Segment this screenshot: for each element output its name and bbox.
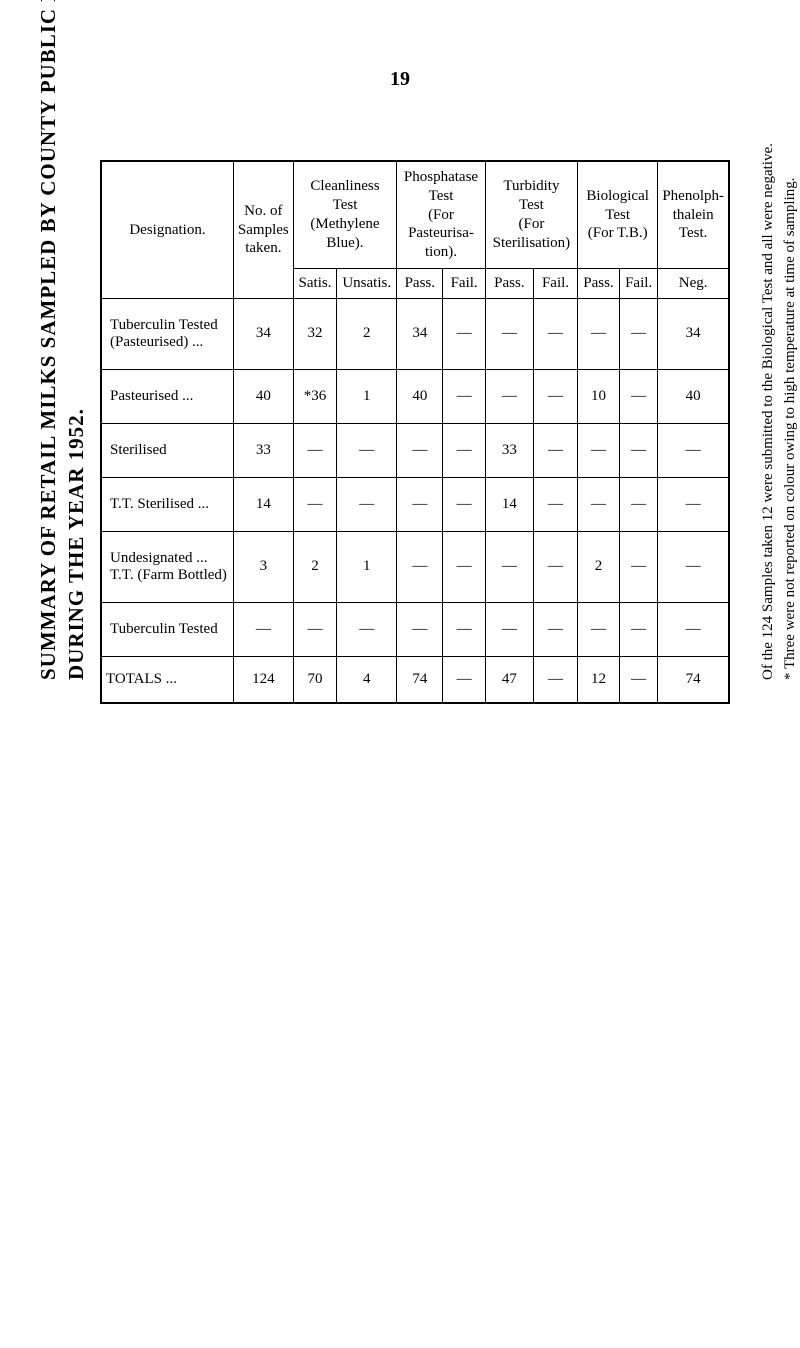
cell-satis: — [293, 602, 337, 656]
table-row: T.T. Sterilised ...14————14———— [101, 477, 729, 531]
cell-neg: — [658, 477, 729, 531]
cell-phos_fail: — [443, 602, 485, 656]
cell-bio_pass: — [578, 477, 620, 531]
cell-phos_fail: — [443, 298, 485, 369]
cell-samples: — [233, 602, 293, 656]
cell-unsatis: 1 [337, 369, 397, 423]
totals-row: TOTALS ...12470474—47—12—74 [101, 656, 729, 703]
cell-samples: 14 [233, 477, 293, 531]
cell-turb_fail: — [533, 477, 577, 531]
cell-phos_pass: — [397, 477, 443, 531]
totals-samples: 124 [233, 656, 293, 703]
cell-neg: — [658, 602, 729, 656]
footnote-2: * Three were not reported on colour owin… [782, 178, 799, 681]
cell-phos_fail: — [443, 423, 485, 477]
row-label: Tuberculin Tested [101, 602, 233, 656]
table-row: Tuberculin Tested(Pasteurised) ...343223… [101, 298, 729, 369]
totals-unsatis: 4 [337, 656, 397, 703]
totals-bio_fail: — [619, 656, 657, 703]
cell-unsatis: 2 [337, 298, 397, 369]
cell-bio_fail: — [619, 531, 657, 602]
row-label: T.T. Sterilised ... [101, 477, 233, 531]
cell-satis: 2 [293, 531, 337, 602]
totals-turb_pass: 47 [485, 656, 533, 703]
cell-phos_pass: — [397, 423, 443, 477]
cell-bio_fail: — [619, 477, 657, 531]
cell-bio_fail: — [619, 298, 657, 369]
cell-turb_fail: — [533, 531, 577, 602]
cell-unsatis: — [337, 423, 397, 477]
cell-turb_pass: — [485, 602, 533, 656]
totals-satis: 70 [293, 656, 337, 703]
cell-turb_fail: — [533, 602, 577, 656]
totals-label: TOTALS ... [101, 656, 233, 703]
cell-turb_fail: — [533, 298, 577, 369]
cell-samples: 40 [233, 369, 293, 423]
table-header: Designation.No. ofSamplestaken.Cleanline… [101, 161, 729, 298]
cell-satis: *36 [293, 369, 337, 423]
milk-samples-table: Designation.No. ofSamplestaken.Cleanline… [100, 160, 730, 704]
cell-satis: — [293, 423, 337, 477]
cell-neg: — [658, 423, 729, 477]
cell-neg: 40 [658, 369, 729, 423]
row-label: Pasteurised ... [101, 369, 233, 423]
row-label: Tuberculin Tested(Pasteurised) ... [101, 298, 233, 369]
cell-phos_pass: — [397, 602, 443, 656]
cell-unsatis: — [337, 602, 397, 656]
cell-neg: 34 [658, 298, 729, 369]
cell-samples: 33 [233, 423, 293, 477]
cell-bio_pass: 2 [578, 531, 620, 602]
cell-neg: — [658, 531, 729, 602]
cell-bio_pass: — [578, 423, 620, 477]
row-label: Sterilised [101, 423, 233, 477]
cell-phos_fail: — [443, 531, 485, 602]
footnote-1: Of the 124 Samples taken 12 were submitt… [760, 143, 777, 680]
cell-phos_pass: 34 [397, 298, 443, 369]
totals-phos_fail: — [443, 656, 485, 703]
cell-phos_fail: — [443, 477, 485, 531]
cell-unsatis: 1 [337, 531, 397, 602]
totals-bio_pass: 12 [578, 656, 620, 703]
table-row: Pasteurised ...40*36140———10—40 [101, 369, 729, 423]
report-title: SUMMARY OF RETAIL MILKS SAMPLED BY COUNT… [36, 0, 61, 680]
cell-turb_fail: — [533, 423, 577, 477]
row-label: Undesignated ...T.T. (Farm Bottled) [101, 531, 233, 602]
cell-turb_pass: — [485, 298, 533, 369]
report-subtitle: DURING THE YEAR 1952. [64, 408, 89, 680]
cell-satis: — [293, 477, 337, 531]
cell-turb_pass: 33 [485, 423, 533, 477]
cell-bio_pass: — [578, 602, 620, 656]
totals-phos_pass: 74 [397, 656, 443, 703]
cell-bio_fail: — [619, 369, 657, 423]
cell-bio_pass: — [578, 298, 620, 369]
page-number: 19 [0, 68, 800, 91]
cell-phos_pass: 40 [397, 369, 443, 423]
cell-phos_fail: — [443, 369, 485, 423]
table-body: Tuberculin Tested(Pasteurised) ...343223… [101, 298, 729, 703]
cell-turb_pass: — [485, 531, 533, 602]
totals-turb_fail: — [533, 656, 577, 703]
table-row: Tuberculin Tested—————————— [101, 602, 729, 656]
cell-samples: 34 [233, 298, 293, 369]
cell-turb_fail: — [533, 369, 577, 423]
cell-bio_fail: — [619, 423, 657, 477]
cell-unsatis: — [337, 477, 397, 531]
cell-bio_fail: — [619, 602, 657, 656]
cell-bio_pass: 10 [578, 369, 620, 423]
totals-neg: 74 [658, 656, 729, 703]
cell-samples: 3 [233, 531, 293, 602]
page: 19 SUMMARY OF RETAIL MILKS SAMPLED BY CO… [0, 0, 800, 1348]
main-table-wrap: Designation.No. ofSamplestaken.Cleanline… [100, 160, 730, 704]
cell-satis: 32 [293, 298, 337, 369]
cell-turb_pass: 14 [485, 477, 533, 531]
cell-turb_pass: — [485, 369, 533, 423]
table-row: Undesignated ...T.T. (Farm Bottled)321——… [101, 531, 729, 602]
cell-phos_pass: — [397, 531, 443, 602]
table-row: Sterilised33————33———— [101, 423, 729, 477]
